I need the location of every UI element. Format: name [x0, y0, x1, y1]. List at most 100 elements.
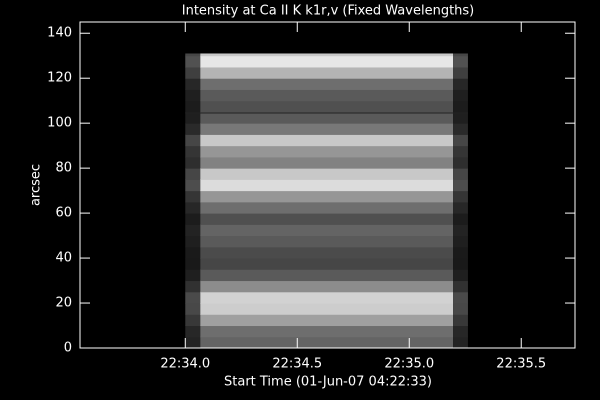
- pixel-cell: [200, 280, 454, 293]
- pixel-cell: [185, 190, 201, 203]
- y-tick-label: 20: [55, 296, 72, 311]
- pixel-cell: [185, 55, 201, 68]
- pixel-cell: [453, 213, 468, 225]
- pixel-cell: [200, 134, 454, 147]
- pixel-cell: [185, 336, 201, 349]
- pixel-cell: [453, 325, 468, 338]
- pixel-cell: [185, 78, 201, 90]
- pixel-cell: [185, 314, 201, 327]
- pixel-cell: [200, 246, 454, 259]
- pixel-cell: [453, 258, 468, 270]
- pixel-cell: [200, 190, 454, 203]
- pixel-cell: [200, 53, 454, 57]
- x-tick-label: 22:34.5: [272, 357, 322, 372]
- pixel-cell: [185, 156, 201, 169]
- pixel-cell: [185, 100, 201, 113]
- pixel-cell: [453, 123, 468, 135]
- pixel-cell: [200, 89, 454, 102]
- plot-frame: [79, 21, 576, 349]
- pixel-cell: [200, 224, 454, 237]
- pixel-cell: [185, 168, 201, 180]
- pixel-cell: [453, 89, 468, 102]
- y-tick-label: 80: [55, 161, 72, 176]
- pixel-cell: [200, 213, 454, 225]
- pixel-cell: [185, 280, 201, 293]
- pixel-cell: [453, 179, 468, 192]
- pixel-cell: [453, 134, 468, 147]
- y-tick-label: 100: [47, 116, 72, 131]
- pixel-cell: [200, 303, 454, 315]
- pixel-cell: [200, 145, 454, 158]
- pixel-cell: [453, 66, 468, 79]
- x-tick-label: 22:34.0: [160, 357, 210, 372]
- pixel-cell: [185, 325, 201, 338]
- pixel-cell: [200, 235, 454, 248]
- pixel-cell: [185, 246, 201, 259]
- pixel-cell: [185, 303, 201, 315]
- pixel-cell: [200, 168, 454, 180]
- pixel-cell: [185, 123, 201, 135]
- pixel-cell: [185, 224, 201, 237]
- pixel-cell: [185, 179, 201, 192]
- pixel-cell: [453, 53, 468, 57]
- pixel-cell: [200, 336, 454, 349]
- pixel-cell: [200, 291, 454, 304]
- pixel-cell: [453, 246, 468, 259]
- pixel-cell: [185, 201, 201, 214]
- pixel-cell: [453, 55, 468, 68]
- pixel-cell: [200, 100, 454, 113]
- chart-title: Intensity at Ca II K k1r,v (Fixed Wavele…: [182, 4, 475, 19]
- pixel-cell: [453, 336, 468, 349]
- pixel-cell: [453, 111, 468, 124]
- image: [185, 53, 468, 349]
- pixel-cell: [453, 303, 468, 315]
- pixel-cell: [185, 269, 201, 282]
- pixel-cell: [200, 325, 454, 338]
- pixel-cell: [200, 123, 454, 135]
- pixel-cell: [453, 235, 468, 248]
- y-tick-label: 40: [55, 251, 72, 266]
- x-tick-label: 22:35.5: [496, 357, 546, 372]
- pixel-cell: [453, 269, 468, 282]
- y-tick-label: 60: [55, 206, 72, 221]
- pixel-cell: [453, 168, 468, 180]
- pixel-cell: [200, 258, 454, 270]
- pixel-cell: [453, 314, 468, 327]
- pixel-cell: [185, 213, 201, 225]
- pixel-cell: [185, 111, 201, 124]
- x-tick-label: 22:35.0: [384, 357, 434, 372]
- pixel-cell: [453, 156, 468, 169]
- pixel-cell: [185, 258, 201, 270]
- pixel-cell: [185, 235, 201, 248]
- pixel-cell: [200, 179, 454, 192]
- pixel-cell: [200, 201, 454, 214]
- pixel-cell: [185, 145, 201, 158]
- pixel-cell: [185, 291, 201, 304]
- pixel-cell: [185, 89, 201, 102]
- pixel-cell: [453, 145, 468, 158]
- pixel-cell: [453, 100, 468, 113]
- pixel-cell: [185, 53, 201, 57]
- pixel-cell: [453, 190, 468, 203]
- pixel-cell: [453, 291, 468, 304]
- pixel-cell: [453, 224, 468, 237]
- pixel-cell: [200, 66, 454, 79]
- pixel-cell: [185, 134, 201, 147]
- pixel-cell: [185, 66, 201, 79]
- pixel-cell: [200, 269, 454, 282]
- pixel-cell: [200, 55, 454, 68]
- pixel-cell: [200, 78, 454, 90]
- y-axis-label: arcsec: [29, 164, 44, 206]
- pixel-cell: [200, 156, 454, 169]
- pixel-cell: [453, 280, 468, 293]
- y-tick-label: 120: [47, 71, 72, 86]
- x-axis-label: Start Time (01-Jun-07 04:22:33): [224, 375, 432, 390]
- y-tick-label: 0: [64, 341, 72, 356]
- y-tick-label: 140: [47, 26, 72, 41]
- pixel-cell: [453, 78, 468, 90]
- pixel-cell: [200, 314, 454, 327]
- pixel-cell: [453, 201, 468, 214]
- pixel-cell: [200, 111, 454, 124]
